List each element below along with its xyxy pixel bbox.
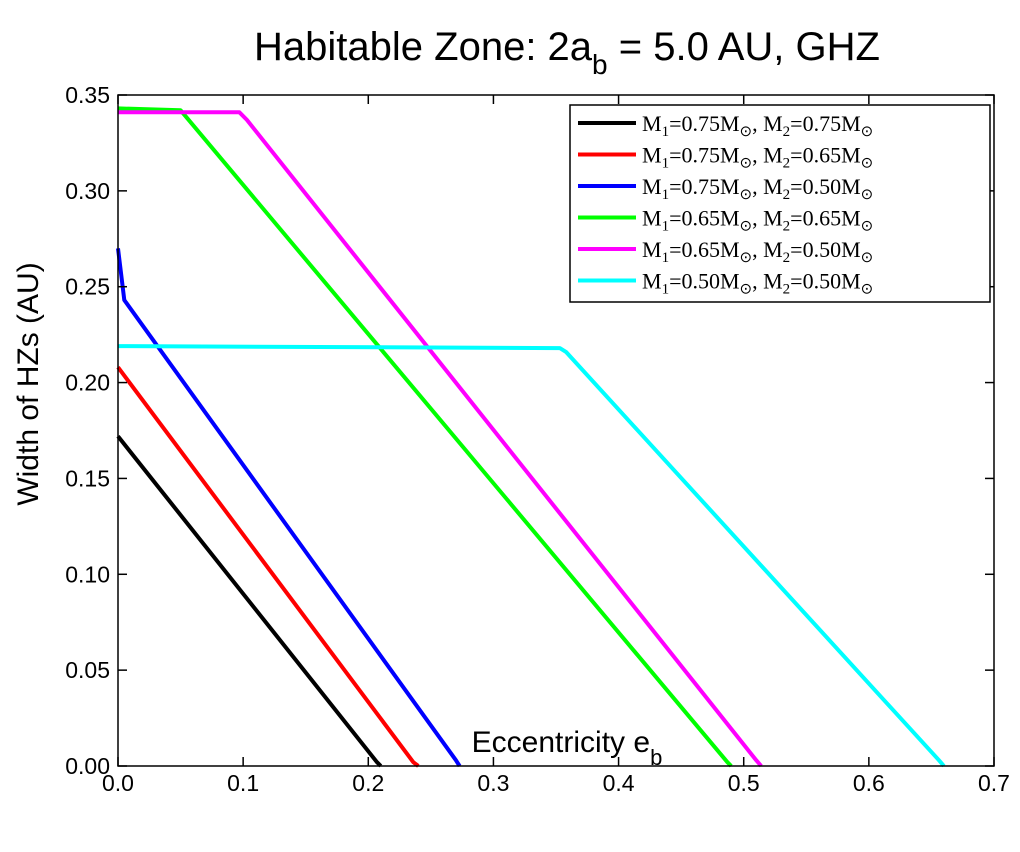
x-tick-label: 0.2 <box>352 770 384 796</box>
legend-entry-2: M1=0.75M⊙, M2=0.65M⊙ <box>642 143 873 172</box>
chart-title-main: Habitable Zone: 2a <box>254 25 593 69</box>
y-tick-label: 0.10 <box>65 561 110 587</box>
series-line-6 <box>117 344 946 768</box>
legend-entry-3: M1=0.75M⊙, M2=0.50M⊙ <box>642 174 873 203</box>
x-tick-label: 0.5 <box>728 770 760 796</box>
y-tick-label: 0.35 <box>65 82 110 108</box>
chart-title-rest: = 5.0 AU, GHZ <box>608 25 880 69</box>
y-tick-label: 0.15 <box>65 465 110 491</box>
ticks-layer: 0.0 0.1 0.2 0.3 0.4 0.5 0.6 0.7 0.00 0.05 0.10 0.15… <box>65 82 1010 796</box>
series-line-3 <box>116 248 462 768</box>
y-axis-label: Width of HZs (AU) <box>12 262 45 505</box>
chart-title: Habitable Zone: 2ab = 5.0 AU, GHZ <box>254 25 880 80</box>
legend: M1=0.75M⊙, M2=0.75M⊙ M1=0.75M⊙, M2=0.65M⊙… <box>569 104 991 303</box>
x-tick-label: 0.4 <box>603 770 635 796</box>
x-axis-label-main: Eccentricity e <box>472 726 650 759</box>
legend-entry-6: M1=0.50M⊙, M2=0.50M⊙ <box>642 269 873 298</box>
x-axis-label-subscript: b <box>650 745 662 770</box>
y-tick-label: 0.25 <box>65 274 110 300</box>
x-tick-label: 0.6 <box>853 770 885 796</box>
x-tick-label: 0.1 <box>227 770 259 796</box>
y-tick-label: 0.30 <box>65 178 110 204</box>
x-axis-label: Eccentricity eb <box>472 726 663 770</box>
legend-entry-4: M1=0.65M⊙, M2=0.65M⊙ <box>642 206 873 235</box>
x-tick-label: 0.0 <box>102 770 134 796</box>
x-tick-label: 0.3 <box>477 770 509 796</box>
axes-frame <box>117 94 995 767</box>
y-tick-label: 0.00 <box>65 753 110 779</box>
series-line-5 <box>118 110 763 768</box>
series-line-2 <box>116 366 420 768</box>
legend-entry-5: M1=0.65M⊙, M2=0.50M⊙ <box>642 237 873 266</box>
series-line-4 <box>117 106 733 768</box>
series-layer <box>116 106 946 768</box>
chart-title-subscript: b <box>592 49 608 80</box>
x-tick-label: 0.7 <box>978 770 1010 796</box>
y-tick-label: 0.05 <box>65 657 110 683</box>
legend-entry-1: M1=0.75M⊙, M2=0.75M⊙ <box>642 111 873 140</box>
legend-box <box>569 104 991 303</box>
axes-layer <box>117 94 995 767</box>
y-tick-label: 0.20 <box>65 370 110 396</box>
series-line-1 <box>116 435 383 768</box>
